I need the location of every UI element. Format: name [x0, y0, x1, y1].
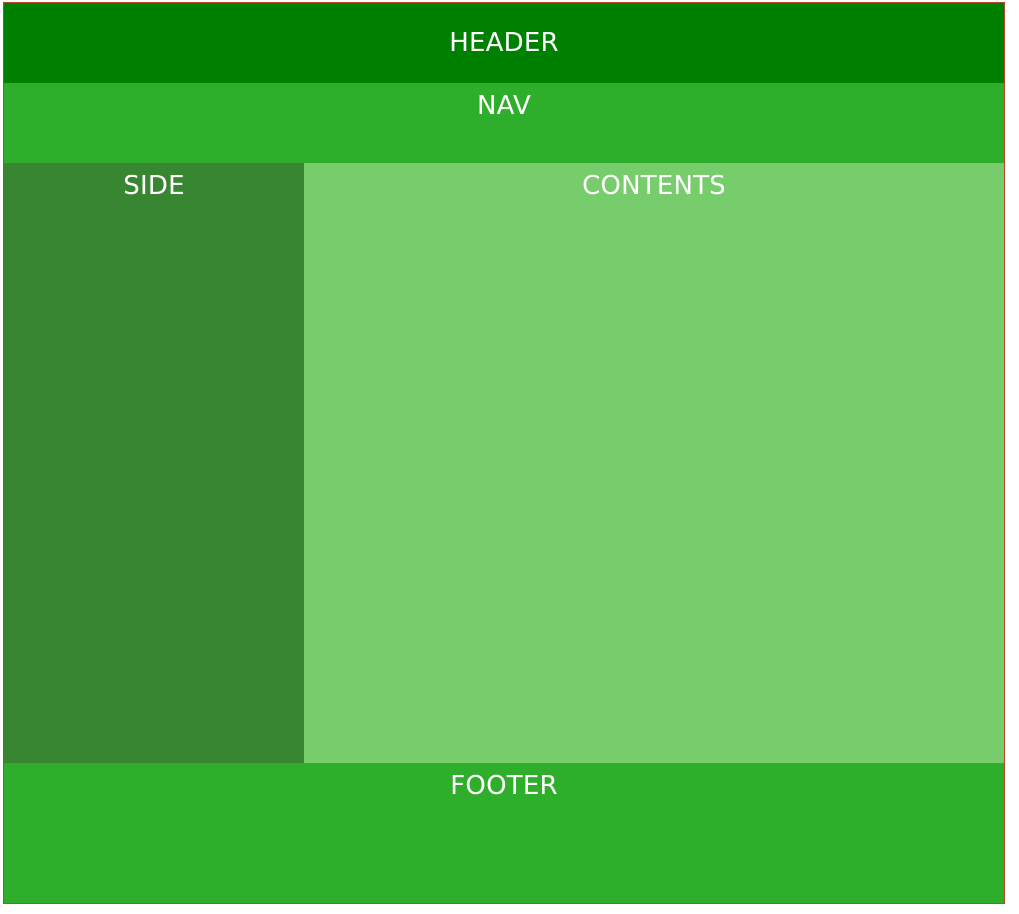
contents-label: CONTENTS [582, 171, 726, 201]
layout-frame: HEADER NAV SIDE CONTENTS FOOTER [3, 2, 1005, 904]
header-label: HEADER [449, 28, 559, 58]
footer-region: FOOTER [4, 763, 1004, 903]
side-label: SIDE [123, 171, 185, 201]
footer-label: FOOTER [450, 771, 558, 801]
header-region: HEADER [4, 3, 1004, 83]
nav-region: NAV [4, 83, 1004, 163]
contents-region: CONTENTS [304, 163, 1004, 763]
nav-label: NAV [477, 91, 531, 121]
side-region: SIDE [4, 163, 304, 763]
